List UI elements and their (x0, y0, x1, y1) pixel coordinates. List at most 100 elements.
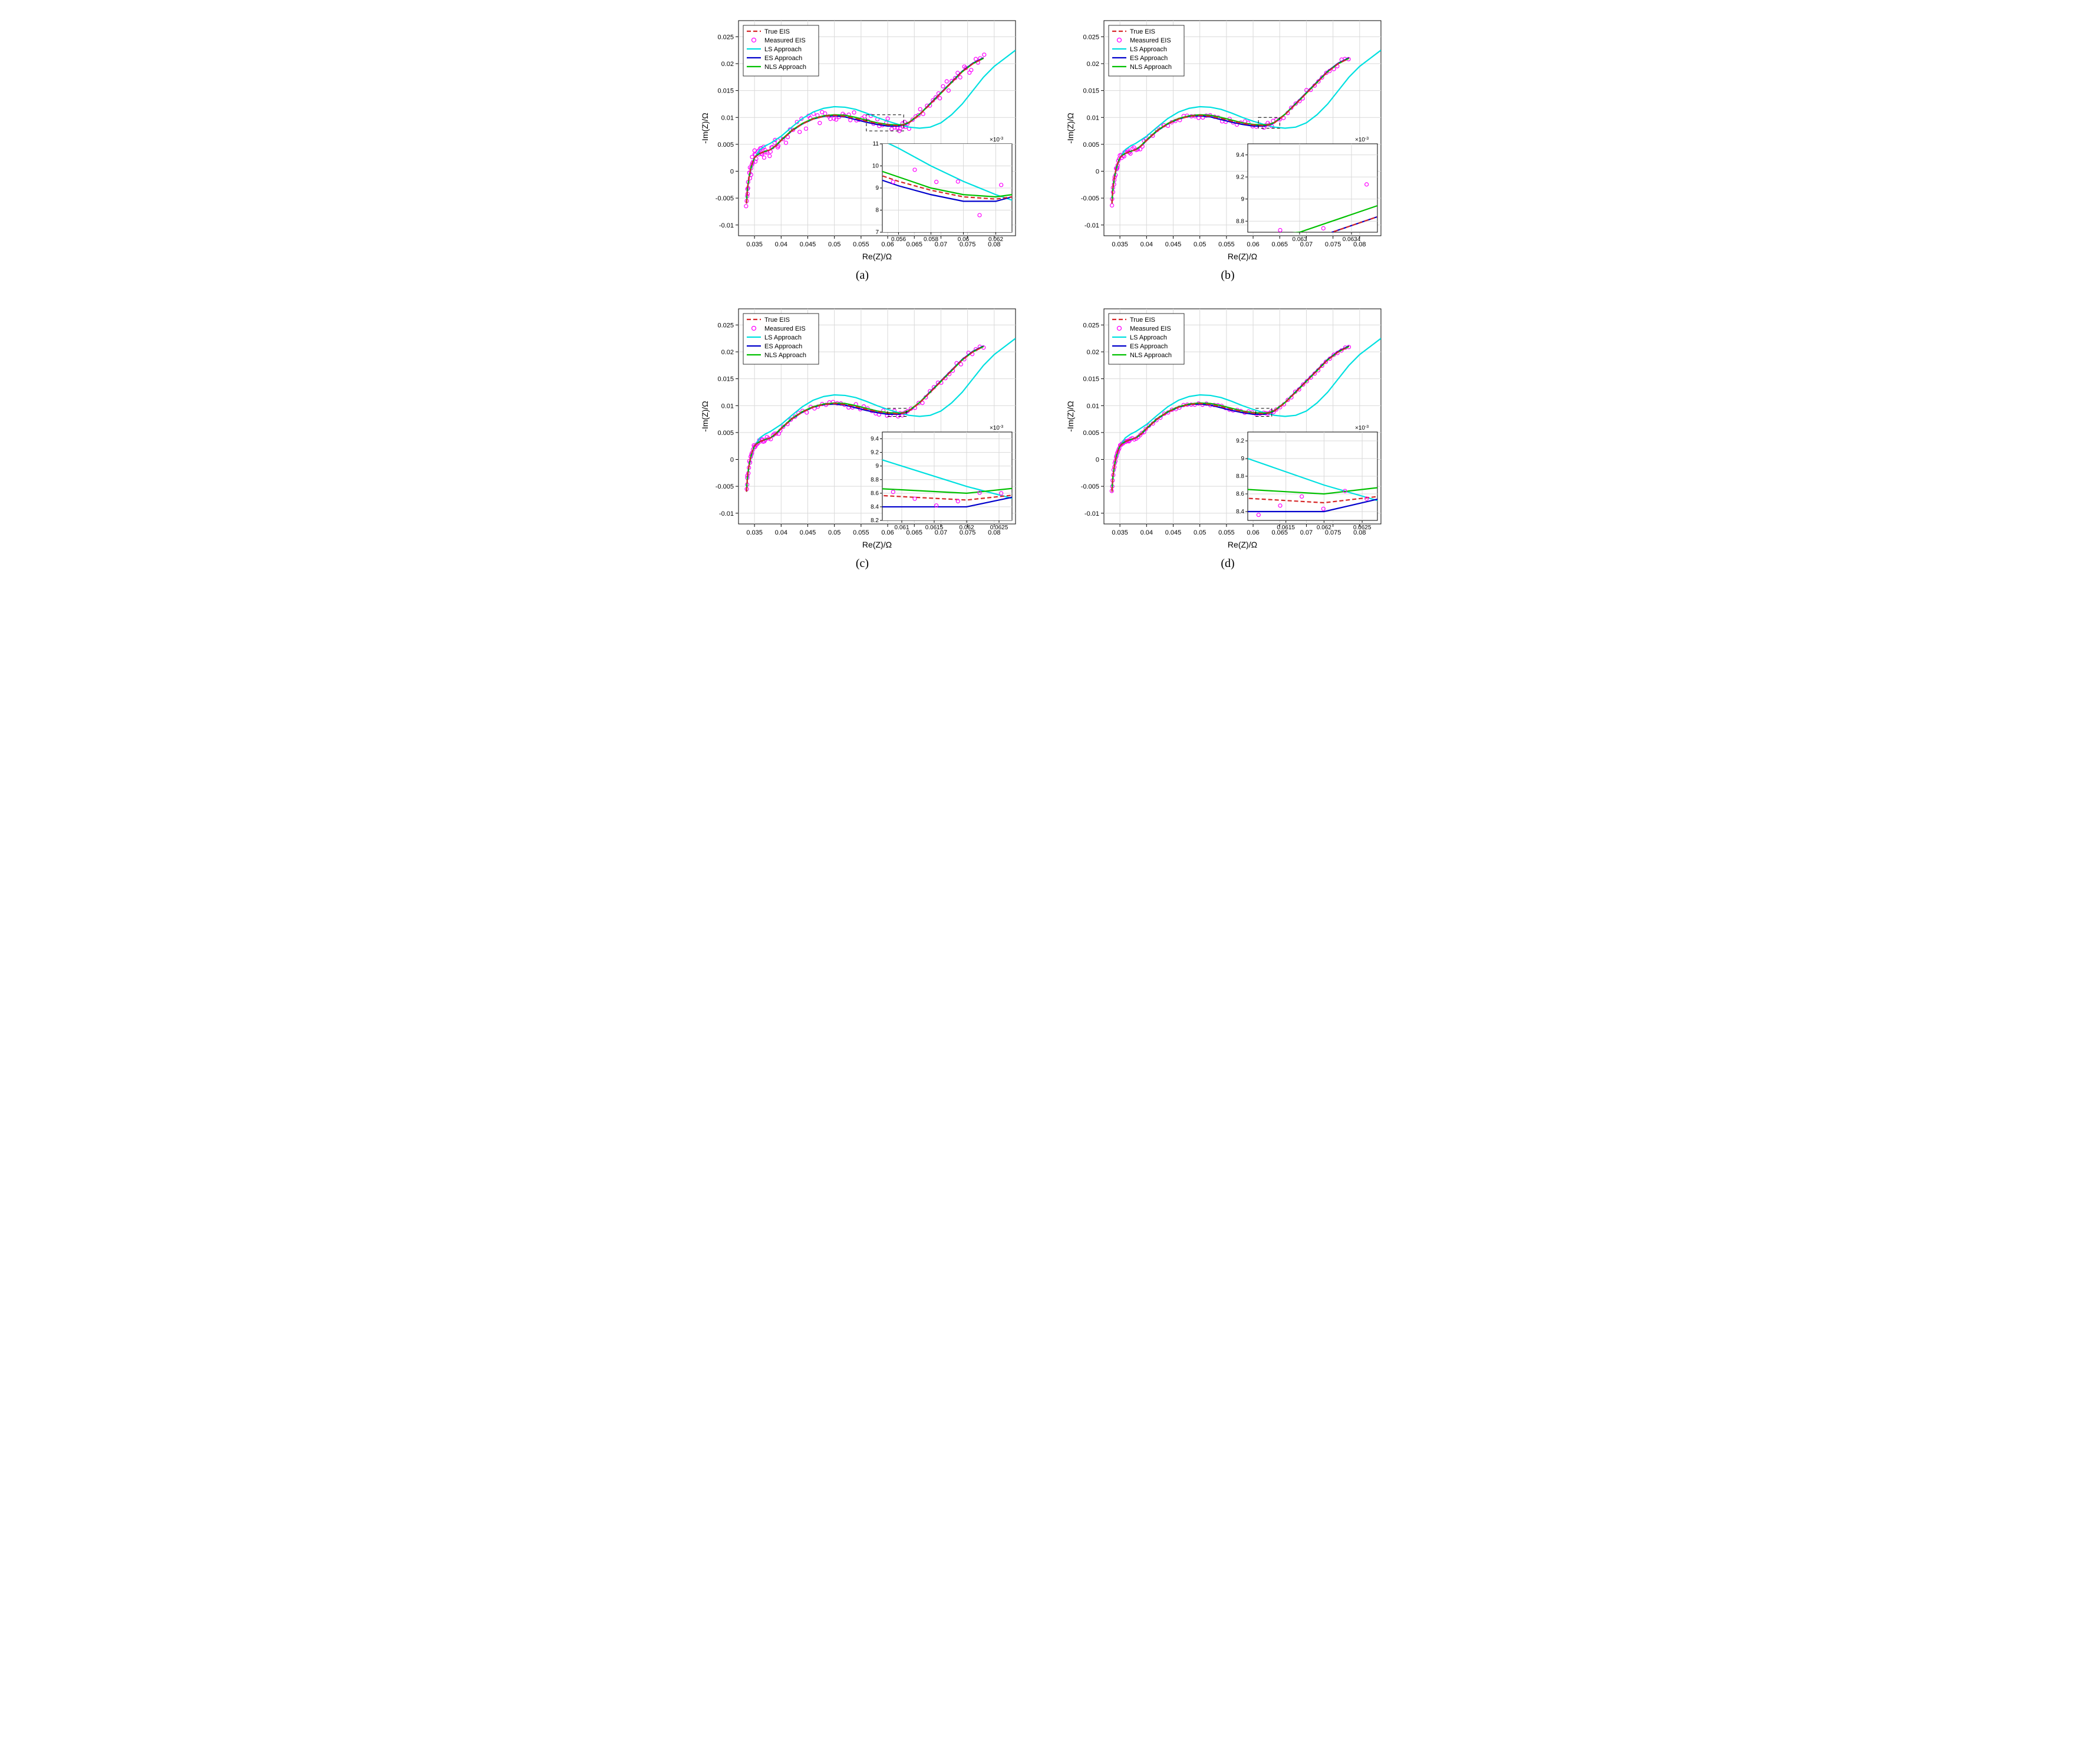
svg-text:0.058: 0.058 (924, 236, 938, 243)
svg-text:0.0615: 0.0615 (1277, 525, 1295, 531)
svg-text:9: 9 (875, 185, 879, 192)
svg-text:0: 0 (1096, 457, 1099, 464)
svg-text:Re(Z)/Ω: Re(Z)/Ω (1228, 252, 1257, 261)
svg-text:0.0634: 0.0634 (1343, 236, 1361, 243)
svg-text:NLS Approach: NLS Approach (1130, 64, 1172, 71)
svg-text:0.04: 0.04 (775, 241, 787, 248)
svg-text:0.0615: 0.0615 (925, 525, 944, 531)
svg-text:9.2: 9.2 (871, 450, 879, 456)
svg-text:0.025: 0.025 (717, 34, 734, 41)
svg-text:0.055: 0.055 (1218, 529, 1235, 536)
svg-text:8.6: 8.6 (1236, 491, 1244, 497)
chart-d: 0.0350.040.0450.050.0550.060.0650.070.07… (1063, 300, 1393, 553)
svg-text:0.061: 0.061 (894, 525, 909, 531)
svg-text:0.06: 0.06 (958, 236, 970, 243)
svg-text:0: 0 (1096, 169, 1099, 176)
svg-text:0.035: 0.035 (1112, 241, 1128, 248)
caption-d: (d) (1221, 557, 1234, 571)
svg-text:True EIS: True EIS (764, 28, 790, 35)
svg-text:ES Approach: ES Approach (1130, 343, 1168, 350)
svg-text:7: 7 (875, 229, 879, 236)
svg-text:0.01: 0.01 (1087, 114, 1099, 121)
svg-text:0.075: 0.075 (1325, 241, 1341, 248)
svg-text:9: 9 (1241, 196, 1244, 203)
svg-text:-0.01: -0.01 (719, 510, 734, 517)
svg-text:0.025: 0.025 (1083, 322, 1099, 329)
caption-a: (a) (856, 269, 869, 282)
svg-text:-Im(Z)/Ω: -Im(Z)/Ω (1066, 113, 1075, 143)
svg-text:0.01: 0.01 (721, 403, 734, 410)
svg-text:0.065: 0.065 (1272, 241, 1288, 248)
svg-text:11: 11 (873, 141, 879, 147)
chart-c: 0.0350.040.0450.050.0550.060.0650.070.07… (697, 300, 1027, 553)
svg-text:0.01: 0.01 (721, 114, 734, 121)
svg-text:0.035: 0.035 (746, 529, 763, 536)
svg-text:-0.01: -0.01 (719, 222, 734, 229)
svg-text:0: 0 (730, 457, 734, 464)
caption-b: (b) (1221, 269, 1234, 282)
svg-text:0.015: 0.015 (717, 88, 734, 95)
svg-text:8.4: 8.4 (871, 504, 879, 510)
svg-text:0.0625: 0.0625 (1353, 525, 1372, 531)
svg-text:Re(Z)/Ω: Re(Z)/Ω (1228, 540, 1257, 549)
svg-text:Re(Z)/Ω: Re(Z)/Ω (862, 252, 892, 261)
svg-text:NLS Approach: NLS Approach (1130, 352, 1172, 359)
svg-text:9.2: 9.2 (1236, 438, 1244, 444)
svg-text:0.04: 0.04 (1140, 529, 1153, 536)
caption-c: (c) (856, 557, 869, 571)
svg-text:0.02: 0.02 (721, 349, 734, 356)
svg-text:0.005: 0.005 (717, 141, 734, 149)
svg-text:0.035: 0.035 (746, 241, 763, 248)
svg-text:LS Approach: LS Approach (1130, 46, 1167, 53)
svg-text:-0.005: -0.005 (716, 195, 734, 202)
panel-d: 0.0350.040.0450.050.0550.060.0650.070.07… (1057, 300, 1399, 571)
svg-text:NLS Approach: NLS Approach (764, 352, 806, 359)
svg-text:8.8: 8.8 (871, 477, 879, 483)
svg-text:LS Approach: LS Approach (764, 46, 802, 53)
chart-a: 0.0350.040.0450.050.0550.060.0650.070.07… (697, 12, 1027, 265)
svg-text:Measured EIS: Measured EIS (1130, 37, 1171, 44)
svg-text:8.2: 8.2 (871, 517, 879, 524)
svg-text:Re(Z)/Ω: Re(Z)/Ω (862, 540, 892, 549)
svg-text:0.062: 0.062 (1317, 525, 1331, 531)
panel-c: 0.0350.040.0450.050.0550.060.0650.070.07… (691, 300, 1033, 571)
svg-text:0.005: 0.005 (1083, 141, 1099, 149)
svg-text:LS Approach: LS Approach (1130, 334, 1167, 341)
svg-text:Measured EIS: Measured EIS (764, 325, 806, 332)
svg-text:0.005: 0.005 (1083, 430, 1099, 437)
svg-text:0.015: 0.015 (717, 376, 734, 383)
svg-text:NLS Approach: NLS Approach (764, 64, 806, 71)
svg-text:ES Approach: ES Approach (1130, 55, 1168, 62)
svg-text:8.6: 8.6 (871, 490, 879, 497)
svg-text:Measured EIS: Measured EIS (764, 37, 806, 44)
svg-text:0.04: 0.04 (775, 529, 787, 536)
svg-text:True EIS: True EIS (764, 316, 790, 324)
svg-text:0.02: 0.02 (1087, 61, 1099, 68)
svg-text:0.055: 0.055 (853, 241, 869, 248)
svg-text:0.02: 0.02 (1087, 349, 1099, 356)
svg-text:0.06: 0.06 (1247, 241, 1259, 248)
svg-text:0.035: 0.035 (1112, 529, 1128, 536)
svg-text:9.4: 9.4 (1236, 152, 1244, 159)
svg-text:0.05: 0.05 (1194, 529, 1206, 536)
svg-text:0: 0 (730, 169, 734, 176)
svg-text:9: 9 (875, 463, 879, 470)
svg-text:0.05: 0.05 (828, 241, 840, 248)
svg-text:0.045: 0.045 (800, 529, 816, 536)
svg-text:10: 10 (872, 163, 879, 170)
svg-text:0.07: 0.07 (1300, 529, 1313, 536)
svg-text:0.045: 0.045 (1165, 529, 1182, 536)
svg-text:-0.005: -0.005 (716, 483, 734, 490)
svg-text:0.045: 0.045 (800, 241, 816, 248)
svg-text:-0.01: -0.01 (1084, 222, 1099, 229)
svg-text:0.0625: 0.0625 (990, 525, 1008, 531)
svg-text:8.8: 8.8 (1236, 218, 1244, 225)
svg-text:0.01: 0.01 (1087, 403, 1099, 410)
figure-grid: 0.035 0.04 0.045 0.05 0.055 0.06 0.065 0.07 0.07… (691, 12, 1399, 571)
svg-text:0.025: 0.025 (717, 322, 734, 329)
svg-text:True EIS: True EIS (1130, 28, 1155, 35)
svg-text:0.056: 0.056 (891, 236, 906, 243)
svg-text:0.065: 0.065 (906, 241, 923, 248)
svg-text:9.4: 9.4 (871, 436, 879, 443)
chart-b: 0.0350.040.0450.050.0550.060.0650.070.07… (1063, 12, 1393, 265)
